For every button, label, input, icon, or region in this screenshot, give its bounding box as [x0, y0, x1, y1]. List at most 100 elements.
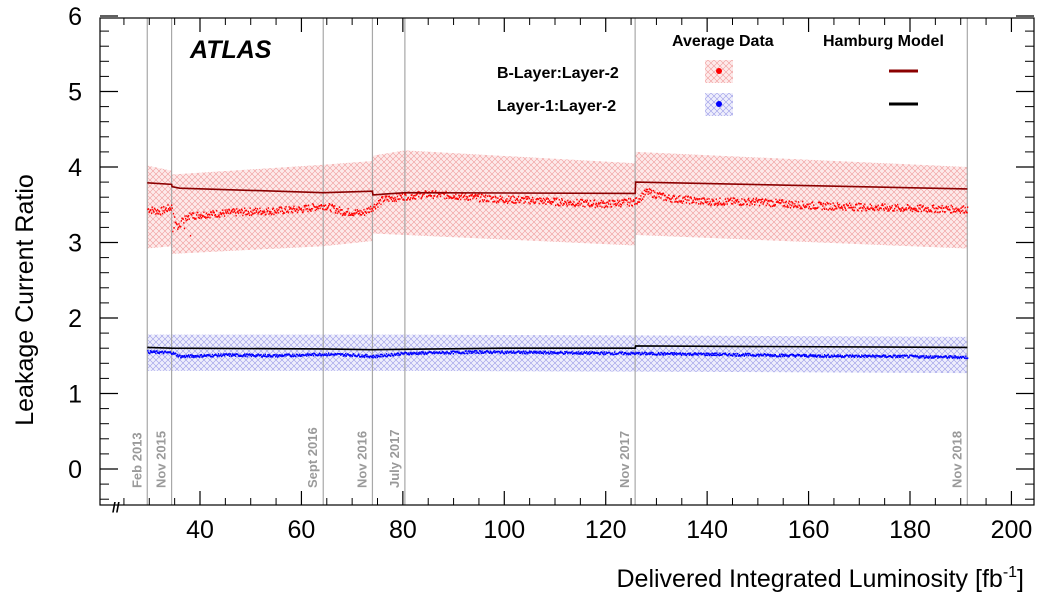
data-point [923, 208, 926, 211]
data-point [719, 202, 722, 205]
data-point [632, 199, 635, 201]
data-point [403, 353, 405, 355]
x-tick-label: 60 [288, 516, 316, 544]
data-point [277, 354, 279, 357]
data-point [898, 356, 901, 358]
data-point [190, 354, 192, 356]
data-point [254, 212, 256, 214]
data-point [370, 355, 372, 358]
data-point [531, 196, 534, 199]
data-point [769, 355, 771, 358]
data-point [708, 202, 711, 205]
data-point [542, 202, 544, 205]
data-point [449, 353, 452, 355]
data-point [278, 355, 280, 358]
data-point [204, 216, 206, 218]
data-point [403, 199, 405, 201]
data-point [807, 355, 809, 357]
data-point [705, 354, 708, 356]
data-point [794, 203, 796, 205]
data-point [788, 355, 790, 357]
data-point [413, 194, 415, 197]
data-point [176, 355, 178, 357]
data-point [663, 351, 666, 354]
data-point [267, 207, 270, 209]
data-point [638, 198, 640, 200]
data-point [600, 199, 602, 202]
data-point [639, 198, 641, 200]
data-point [505, 352, 508, 355]
data-point [693, 352, 696, 354]
data-point [903, 208, 905, 211]
data-point [395, 200, 397, 203]
data-point [880, 207, 882, 210]
data-point [189, 234, 192, 237]
data-point [455, 193, 457, 196]
data-point [937, 205, 940, 208]
data-point [653, 195, 655, 197]
data-point [772, 200, 774, 203]
data-point [201, 214, 203, 217]
data-point [533, 350, 535, 353]
data-point [205, 355, 207, 357]
data-point [234, 209, 236, 211]
data-point [547, 201, 549, 203]
data-point [937, 355, 940, 357]
data-point [859, 203, 861, 205]
data-point [448, 197, 450, 199]
data-point [326, 208, 328, 211]
data-point [595, 202, 598, 205]
data-point [852, 206, 854, 209]
data-point [833, 354, 836, 357]
data-point [635, 351, 637, 354]
data-point [327, 206, 329, 209]
data-point [192, 216, 194, 219]
data-point [954, 208, 956, 211]
data-point [227, 354, 229, 356]
data-point [223, 353, 225, 355]
data-point [365, 355, 368, 358]
data-point [189, 212, 191, 215]
data-point [485, 200, 487, 203]
data-point [601, 206, 603, 208]
data-point [446, 197, 448, 199]
data-point [702, 202, 705, 205]
data-point [575, 351, 577, 354]
data-point [833, 204, 836, 207]
data-point [329, 354, 332, 356]
data-point [481, 193, 483, 196]
data-point [749, 201, 752, 203]
data-point [764, 353, 767, 356]
data-point [484, 196, 486, 198]
data-point [823, 207, 825, 210]
data-point [264, 353, 267, 356]
data-point [382, 195, 384, 198]
data-point [696, 197, 698, 200]
data-point [821, 208, 823, 211]
data-point [914, 355, 916, 358]
data-point [268, 213, 270, 215]
data-point [893, 210, 895, 212]
data-point [407, 196, 410, 199]
data-point [848, 356, 850, 358]
data-point [917, 205, 919, 207]
data-point [216, 355, 218, 358]
data-point [385, 353, 388, 355]
data-point [192, 212, 195, 214]
data-point [527, 198, 529, 200]
data-point [544, 350, 546, 353]
data-point [186, 215, 188, 217]
data-point [162, 210, 164, 212]
data-point [601, 202, 604, 204]
data-point [320, 354, 322, 357]
data-point [662, 354, 665, 356]
data-point [886, 206, 888, 208]
data-point [373, 354, 375, 357]
data-point [168, 209, 170, 212]
data-point [245, 353, 248, 355]
data-point [754, 203, 756, 206]
data-point [946, 207, 948, 210]
data-point [327, 353, 329, 356]
data-point [606, 201, 608, 204]
data-point [697, 198, 699, 200]
